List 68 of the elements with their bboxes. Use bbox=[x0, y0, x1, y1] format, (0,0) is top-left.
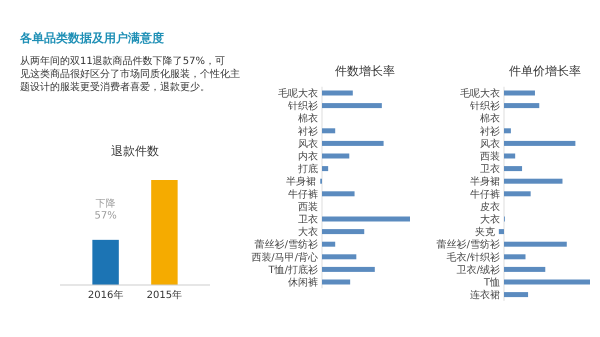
y-tick-label: 西装/马甲/背心 bbox=[251, 251, 318, 264]
bar bbox=[322, 103, 382, 108]
bar bbox=[322, 229, 364, 234]
bar bbox=[504, 242, 567, 247]
y-tick-label: 针织衫 bbox=[287, 100, 318, 112]
y-tick-label: 卫衣 bbox=[298, 214, 318, 226]
y-tick-label: 牛仔裤 bbox=[288, 188, 318, 200]
y-tick-label: 棉衣 bbox=[298, 112, 318, 125]
bar bbox=[322, 140, 384, 146]
y-tick-label: 卫衣/绒衫 bbox=[456, 264, 500, 276]
y-tick-label: 衬衫 bbox=[480, 125, 500, 138]
y-tick-label: 打底 bbox=[297, 163, 318, 176]
y-tick-label: 内衣 bbox=[298, 150, 318, 162]
text: 各单品类数据及用户满意度 bbox=[19, 31, 164, 45]
x-tick-label: 2015年 bbox=[146, 289, 182, 301]
bar bbox=[498, 229, 504, 234]
bar bbox=[504, 90, 535, 96]
y-tick-label: 针织衫 bbox=[469, 100, 500, 112]
chart-title: 退款件数 bbox=[111, 144, 159, 158]
y-tick-label: 半身裙 bbox=[470, 176, 500, 188]
bar bbox=[322, 280, 350, 284]
bar bbox=[504, 166, 522, 172]
chart-title: 件单价增长率 bbox=[509, 64, 581, 78]
y-tick-label: 毛衣/针织衫 bbox=[446, 251, 500, 264]
bar bbox=[322, 242, 336, 247]
bar bbox=[322, 90, 353, 96]
y-tick-label: 风衣 bbox=[480, 138, 500, 150]
bar bbox=[322, 266, 375, 272]
bar bbox=[504, 191, 531, 196]
bar bbox=[504, 178, 562, 184]
bar bbox=[322, 216, 410, 222]
y-tick-label: 西装 bbox=[298, 200, 318, 213]
y-tick-label: 毛呢大衣 bbox=[460, 88, 500, 100]
bar bbox=[504, 103, 540, 108]
x-tick-label: 2016年 bbox=[88, 289, 124, 301]
text: 从两年间的双11退款商品件数下降了57%，可见这类商品很好区分了市场同质化服装，个性化主题设计的服装更受消费者喜爱，退款更少。 bbox=[20, 55, 240, 93]
y-tick-label: 皮衣 bbox=[480, 200, 500, 213]
chart-title: 件数增长率 bbox=[335, 64, 395, 78]
y-tick-label: 大衣 bbox=[480, 214, 500, 226]
bar bbox=[504, 128, 511, 134]
bar bbox=[322, 154, 350, 158]
y-tick-label: 夹克 bbox=[474, 226, 495, 238]
y-tick-label: 衬衫 bbox=[298, 125, 318, 138]
annotation: 下降 57% bbox=[94, 197, 117, 222]
y-tick-label: 蕾丝衫/雪纺衫 bbox=[436, 238, 500, 251]
bar bbox=[322, 191, 355, 196]
y-tick-label: 大衣 bbox=[298, 226, 318, 238]
bar bbox=[504, 140, 576, 146]
y-tick-label: 半身裙 bbox=[286, 176, 316, 188]
y-tick-label: 毛呢大衣 bbox=[278, 88, 318, 100]
bar bbox=[322, 128, 336, 134]
y-tick-label: T恤/打底衫 bbox=[268, 264, 318, 276]
y-tick-label: 棉衣 bbox=[480, 112, 500, 125]
y-tick-label: 牛仔裤 bbox=[470, 188, 500, 200]
bar bbox=[504, 254, 526, 260]
y-tick-label: 风衣 bbox=[298, 138, 318, 150]
bar bbox=[504, 280, 590, 284]
y-tick-label: T恤 bbox=[482, 276, 500, 288]
bar bbox=[322, 166, 328, 172]
y-tick-label: 蕾丝衫/雪纺衫 bbox=[254, 238, 318, 251]
y-tick-label: 西装 bbox=[480, 150, 500, 162]
bar bbox=[322, 254, 356, 260]
bar bbox=[504, 154, 516, 158]
y-tick-label: 休闲裤 bbox=[288, 276, 318, 288]
bar bbox=[504, 292, 528, 298]
bar bbox=[504, 266, 546, 272]
y-tick-label: 连衣裙 bbox=[470, 289, 500, 302]
y-tick-label: 卫衣 bbox=[480, 163, 500, 176]
